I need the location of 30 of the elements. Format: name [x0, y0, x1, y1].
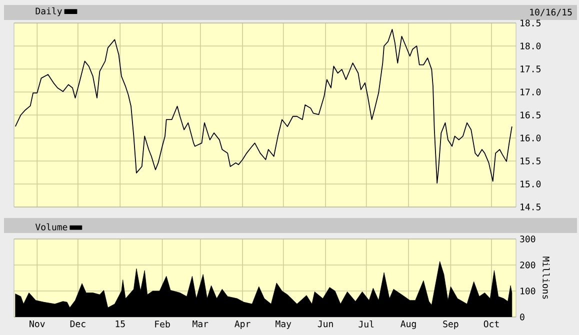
x-tick-label: Jul: [358, 320, 374, 328]
y-tick-label: 17.0: [520, 88, 541, 96]
y-tick-label: 100: [520, 288, 536, 294]
x-tick-label: Aug: [400, 320, 416, 330]
x-tick-label: Apr: [234, 320, 250, 329]
text: 10/16/15: [530, 8, 572, 16]
x-tick-label: Jun: [318, 320, 333, 328]
y-tick-label: 14.5: [520, 204, 540, 210]
y-tick-label: 17.5: [520, 66, 540, 72]
legend-label: Volume: [35, 223, 68, 230]
x-tick-label: Nov: [30, 320, 45, 328]
x-tick-label: May: [276, 320, 292, 329]
y-tick-label: 15.0: [520, 180, 541, 188]
y-tick-label: 15.5: [520, 158, 540, 164]
y-axis-title: Millions: [542, 256, 550, 299]
x-tick-label: 15: [116, 320, 125, 328]
x-tick-label: Feb: [155, 320, 170, 328]
x-tick-label: Oct: [484, 320, 499, 328]
y-tick-label: 18.5: [520, 20, 540, 26]
y-tick-label: 16.5: [520, 112, 540, 118]
line-series: [14, 28, 512, 184]
x-tick-label: Sep: [443, 320, 458, 330]
y-tick-label: 300: [520, 236, 536, 242]
x-tick-label: Mar: [192, 320, 208, 328]
y-tick-label: 0: [520, 314, 524, 320]
x-tick-label: Dec: [70, 320, 86, 328]
y-tick-label: 16.0: [520, 134, 541, 142]
y-tick-label: 200: [520, 262, 536, 268]
legend-label: Daily: [36, 7, 62, 16]
y-tick-label: 18.0: [520, 42, 541, 50]
